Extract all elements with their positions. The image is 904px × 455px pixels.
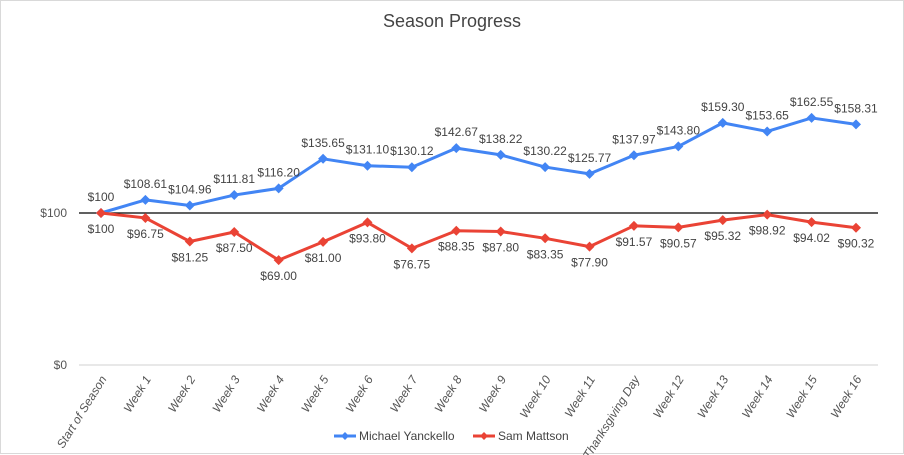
data-point-marker <box>495 226 506 237</box>
x-tick-label: Week 5 <box>298 373 331 415</box>
data-label: $87.50 <box>216 241 253 255</box>
data-point-marker <box>96 208 106 218</box>
data-label: $94.02 <box>793 231 830 245</box>
data-point-marker <box>184 200 195 211</box>
data-label: $76.75 <box>394 257 431 271</box>
y-tick-label: $0 <box>54 358 68 372</box>
x-tick-label: Week 11 <box>562 373 598 420</box>
legend-label: Michael Yanckello <box>359 429 455 443</box>
x-tick-label: Week 13 <box>694 373 731 421</box>
data-label: $111.81 <box>213 172 255 186</box>
data-label: $93.80 <box>349 231 386 245</box>
data-point-marker <box>362 160 373 171</box>
data-label: $83.35 <box>527 247 564 261</box>
data-label: $130.12 <box>390 144 434 158</box>
x-tick-label: Week 6 <box>343 373 376 415</box>
data-label: $162.55 <box>790 95 834 109</box>
legend-label: Sam Mattson <box>498 429 569 443</box>
data-point-marker <box>229 190 240 201</box>
data-label: $77.90 <box>571 256 608 270</box>
data-label: $96.75 <box>127 227 164 241</box>
data-label: $142.67 <box>435 125 479 139</box>
x-tick-label: Week 8 <box>432 373 465 415</box>
data-point-marker <box>451 225 462 236</box>
data-label: $116.20 <box>257 165 300 179</box>
data-point-marker <box>540 162 551 173</box>
series-line-michael <box>100 116 857 215</box>
data-point-marker <box>495 149 506 160</box>
data-label: $90.57 <box>660 236 697 250</box>
x-tick-label: Week 14 <box>739 373 776 421</box>
x-tick-label: Week 3 <box>209 373 242 415</box>
data-point-marker <box>584 168 595 179</box>
data-label: $138.22 <box>479 132 523 146</box>
data-label: $104.96 <box>168 182 212 196</box>
data-label: $131.10 <box>346 143 390 157</box>
series-line-sam <box>100 211 857 262</box>
x-tick-label: Week 2 <box>165 373 198 415</box>
data-point-marker <box>717 117 728 128</box>
data-point-marker <box>406 243 417 254</box>
data-label: $88.35 <box>438 240 475 254</box>
data-point-marker <box>406 162 417 173</box>
x-tick-label: Week 16 <box>828 373 865 421</box>
data-point-marker <box>762 126 773 137</box>
y-tick-label: $100 <box>40 206 67 220</box>
data-label: $91.57 <box>616 235 653 249</box>
data-label: $69.00 <box>260 269 297 283</box>
legend-marker-icon <box>480 432 488 440</box>
legend-marker-icon <box>341 432 349 440</box>
data-point-marker <box>673 141 684 152</box>
data-point-marker <box>540 233 551 244</box>
data-label: $130.22 <box>523 144 567 158</box>
data-point-marker <box>851 222 861 233</box>
data-point-marker <box>318 153 329 164</box>
data-point-marker <box>229 227 240 237</box>
data-label: $153.65 <box>745 108 789 122</box>
data-label: $90.32 <box>838 237 875 251</box>
data-point-marker <box>273 183 284 194</box>
x-tick-label: Week 7 <box>387 372 421 415</box>
data-point-marker <box>628 150 639 161</box>
x-tick-label: Week 4 <box>254 373 287 415</box>
chart-title: Season Progress <box>382 11 522 31</box>
data-point-marker <box>362 217 373 228</box>
data-label: $87.80 <box>482 241 519 255</box>
data-point-marker <box>184 236 195 247</box>
data-point-marker <box>140 212 151 223</box>
data-label: $125.77 <box>568 151 612 165</box>
data-point-marker <box>628 220 639 231</box>
data-label: $135.65 <box>301 136 345 150</box>
data-label: $100 <box>88 222 115 236</box>
data-label: $143.80 <box>657 123 701 137</box>
data-label: $159.30 <box>701 100 745 114</box>
x-tick-label: Week 10 <box>517 373 554 421</box>
x-tick-label: Week 9 <box>476 373 509 415</box>
data-label: $137.97 <box>612 132 656 146</box>
x-tick-label: Week 12 <box>650 373 687 421</box>
data-point-marker <box>806 217 817 228</box>
x-tick-label: Week 1 <box>121 373 154 415</box>
data-label: $158.31 <box>834 101 878 115</box>
data-label: $95.32 <box>704 229 741 243</box>
data-point-marker <box>584 241 595 252</box>
data-point-marker <box>673 222 684 233</box>
data-point-marker <box>318 236 329 247</box>
data-point-marker <box>140 194 151 205</box>
data-label: $100 <box>88 190 115 204</box>
data-label: $98.92 <box>749 224 786 238</box>
data-point-marker <box>851 119 861 130</box>
x-tick-label: Start of Season <box>54 373 110 451</box>
data-label: $108.61 <box>124 177 168 191</box>
data-point-marker <box>273 255 284 266</box>
data-point-marker <box>806 112 817 123</box>
data-point-marker <box>451 143 462 154</box>
data-point-marker <box>762 209 773 220</box>
x-tick-label: Week 15 <box>783 373 820 421</box>
data-label: $81.25 <box>171 251 208 265</box>
data-label: $81.00 <box>305 251 342 265</box>
data-point-marker <box>717 215 728 226</box>
